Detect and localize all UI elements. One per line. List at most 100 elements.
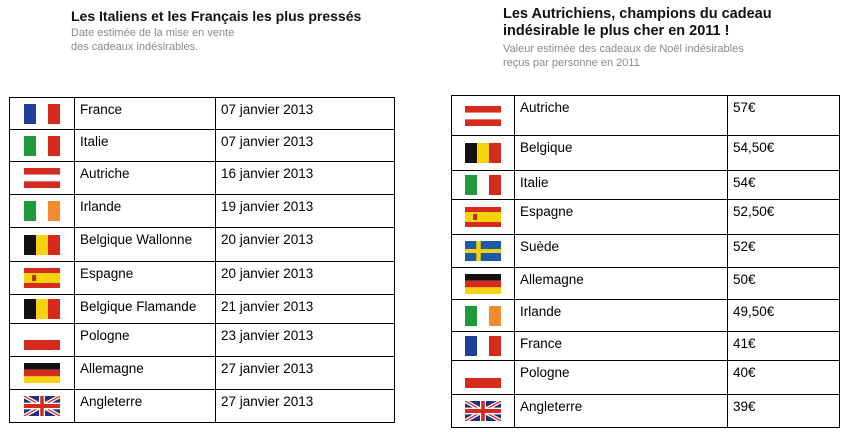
flag-cell xyxy=(451,170,515,200)
value-cell: 16 janvier 2013 xyxy=(215,161,395,195)
flag-cell xyxy=(9,161,75,195)
flag-cell xyxy=(9,389,75,423)
release-date-row: Allemagne 27 janvier 2013 xyxy=(9,356,395,390)
flag-cell xyxy=(9,294,75,324)
flag-cell xyxy=(451,360,515,395)
country-cell: France xyxy=(74,97,216,130)
country-cell: Allemagne xyxy=(514,267,728,300)
country-cell: Belgique xyxy=(514,135,728,171)
value-cell: 49,50€ xyxy=(727,299,840,332)
country-cell: Irlande xyxy=(74,194,216,228)
sweden-flag-icon xyxy=(465,241,501,261)
flag-cell xyxy=(9,356,75,390)
left-subtitle-line: Date estimée de la mise en vente xyxy=(71,27,235,39)
release-date-row: Angleterre 27 janvier 2013 xyxy=(9,389,395,423)
country-cell: Allemagne xyxy=(74,356,216,390)
country-cell: Pologne xyxy=(514,360,728,395)
value-cell: 40€ xyxy=(727,360,840,395)
country-cell: Espagne xyxy=(514,199,728,235)
left-subtitle-line: des cadeaux indésirables. xyxy=(71,41,199,53)
right-title-line: Les Autrichiens, champions du cadeau xyxy=(503,6,772,22)
value-cell: 07 janvier 2013 xyxy=(215,129,395,162)
country-cell: Irlande xyxy=(514,299,728,332)
right-heading: Les Autrichiens, champions du cadeau ind… xyxy=(503,6,833,70)
value-cell: 23 janvier 2013 xyxy=(215,323,395,357)
flag-cell xyxy=(9,227,75,262)
spain-flag-icon xyxy=(24,268,60,288)
flag-cell xyxy=(9,129,75,162)
gift-value-row: France 41€ xyxy=(451,331,840,361)
gift-value-row: Angleterre 39€ xyxy=(451,394,840,428)
france-flag-icon xyxy=(24,103,60,124)
spain-flag-icon xyxy=(465,207,501,227)
ireland-flag-icon xyxy=(465,305,501,326)
release-date-row: Irlande 19 janvier 2013 xyxy=(9,194,395,228)
country-cell: Angleterre xyxy=(74,389,216,423)
release-date-row: Italie 07 janvier 2013 xyxy=(9,129,395,162)
gift-value-row: Pologne 40€ xyxy=(451,360,840,395)
ireland-flag-icon xyxy=(24,201,60,221)
italy-flag-icon xyxy=(465,175,501,195)
flag-cell xyxy=(451,331,515,361)
release-date-row: Espagne 20 janvier 2013 xyxy=(9,261,395,295)
release-date-row: Pologne 23 janvier 2013 xyxy=(9,323,395,357)
flag-cell xyxy=(451,135,515,171)
value-cell: 50€ xyxy=(727,267,840,300)
value-cell: 21 janvier 2013 xyxy=(215,294,395,324)
country-cell: Angleterre xyxy=(514,394,728,428)
flag-cell xyxy=(451,95,515,136)
value-cell: 52€ xyxy=(727,234,840,268)
belgium-flag-icon xyxy=(465,143,501,163)
austria-flag-icon xyxy=(465,105,501,126)
gift-value-row: Italie 54€ xyxy=(451,170,840,200)
flag-cell xyxy=(451,299,515,332)
value-cell: 52,50€ xyxy=(727,199,840,235)
gift-value-row: Suède 52€ xyxy=(451,234,840,268)
uk-flag-icon xyxy=(24,396,60,416)
release-date-row: Autriche 16 janvier 2013 xyxy=(9,161,395,195)
france-flag-icon xyxy=(465,336,501,356)
right-subtitle: Valeur estimée des cadeaux de Noël indés… xyxy=(503,42,833,70)
poland-flag-icon xyxy=(24,330,60,350)
flag-cell xyxy=(451,199,515,235)
flag-cell xyxy=(9,194,75,228)
country-cell: Autriche xyxy=(74,161,216,195)
left-heading: Les Italiens et les Français les plus pr… xyxy=(71,8,411,54)
gift-value-row: Autriche 57€ xyxy=(451,95,840,136)
left-title: Les Italiens et les Français les plus pr… xyxy=(71,8,362,24)
value-cell: 41€ xyxy=(727,331,840,361)
right-subtitle-line: reçus par personne en 2011 xyxy=(503,57,640,69)
austria-flag-icon xyxy=(24,168,60,188)
right-subtitle-line: Valeur estimée des cadeaux de Noël indés… xyxy=(503,43,744,55)
uk-flag-icon xyxy=(465,401,501,421)
country-cell: Belgique Flamande xyxy=(74,294,216,324)
country-cell: Suède xyxy=(514,234,728,268)
belgium-flag-icon xyxy=(24,234,60,255)
release-date-table: France 07 janvier 2013 Italie 07 janvier 20… xyxy=(9,97,395,423)
italy-flag-icon xyxy=(24,135,60,156)
value-cell: 54,50€ xyxy=(727,135,840,171)
country-cell: Belgique Wallonne xyxy=(74,227,216,262)
germany-flag-icon xyxy=(465,273,501,294)
value-cell: 19 janvier 2013 xyxy=(215,194,395,228)
release-date-row: France 07 janvier 2013 xyxy=(9,97,395,130)
flag-cell xyxy=(451,394,515,428)
gift-value-row: Belgique 54,50€ xyxy=(451,135,840,171)
value-cell: 20 janvier 2013 xyxy=(215,227,395,262)
release-date-row: Belgique Wallonne 20 janvier 2013 xyxy=(9,227,395,262)
gift-value-row: Allemagne 50€ xyxy=(451,267,840,300)
right-title-line: indésirable le plus cher en 2011 ! xyxy=(503,23,730,39)
flag-cell xyxy=(9,261,75,295)
germany-flag-icon xyxy=(24,363,60,383)
country-cell: Espagne xyxy=(74,261,216,295)
release-date-row: Belgique Flamande 21 janvier 2013 xyxy=(9,294,395,324)
flag-cell xyxy=(9,97,75,130)
gift-value-table: Autriche 57€ Belgique 54,50€ Italie 54€ Espagn… xyxy=(451,95,840,428)
gift-value-row: Irlande 49,50€ xyxy=(451,299,840,332)
flag-cell xyxy=(451,267,515,300)
value-cell: 27 janvier 2013 xyxy=(215,356,395,390)
flag-cell xyxy=(9,323,75,357)
country-cell: France xyxy=(514,331,728,361)
flag-cell xyxy=(451,234,515,268)
value-cell: 39€ xyxy=(727,394,840,428)
